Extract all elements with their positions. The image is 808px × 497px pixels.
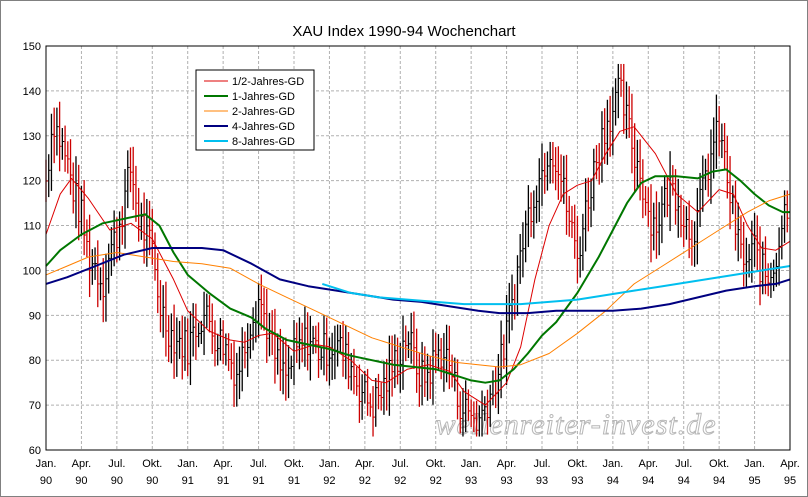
x-axis: Jan. 90 Apr. 90 Jul. 90 Okt. 90 Jan. 91 Apr. 91 Jul.… [36, 458, 800, 487]
x-tick-year: 94 [713, 475, 725, 487]
x-tick-month: Apr. [72, 458, 92, 470]
x-tick-year: 94 [678, 475, 690, 487]
x-tick-month: Jan. [744, 458, 765, 470]
x-tick-month: Okt. [426, 458, 446, 470]
x-tick-year: 93 [571, 475, 583, 487]
x-tick-year: 90 [111, 475, 123, 487]
series-line-2 [45, 193, 791, 368]
x-tick-month: Jul. [392, 458, 409, 470]
chart-title: XAU Index 1990-94 Wochenchart [292, 23, 516, 40]
y-tick-label: 70 [29, 400, 41, 412]
x-tick-month: Jul. [675, 458, 692, 470]
x-tick-month: Jan. [36, 458, 57, 470]
plot-area-border [45, 45, 791, 451]
y-tick-label: 60 [29, 445, 41, 457]
x-tick-month: Jan. [177, 458, 198, 470]
x-tick-month: Okt. [567, 458, 587, 470]
x-tick-month: Okt. [142, 458, 162, 470]
x-tick-year: 90 [40, 475, 52, 487]
y-tick-label: 150 [23, 41, 41, 53]
x-tick-year: 91 [252, 475, 264, 487]
x-tick-month: Apr. [213, 458, 233, 470]
x-tick-year: 94 [642, 475, 654, 487]
price-bars [45, 63, 790, 437]
x-tick-year: 92 [323, 475, 335, 487]
series-line-4 [321, 265, 791, 306]
series-line-0 [45, 126, 791, 406]
x-tick-year: 92 [430, 475, 442, 487]
legend-label: 2-Jahres-GD [232, 106, 295, 118]
y-axis: 60 70 80 90 100 110 120 130 140 150 [23, 41, 41, 457]
legend: 1/2-Jahres-GD 1-Jahres-GD 2-Jahres-GD 4-Jah… [195, 69, 315, 151]
x-tick-year: 91 [217, 475, 229, 487]
x-tick-year: 90 [146, 475, 158, 487]
x-tick-year: 94 [607, 475, 619, 487]
y-tick-label: 140 [23, 86, 41, 98]
x-tick-month: Okt. [284, 458, 304, 470]
legend-label: 1-Jahres-GD [232, 91, 295, 103]
svg-text:wellenreiter-invest.de: wellenreiter-invest.de [435, 408, 716, 441]
x-tick-month: Apr. [497, 458, 517, 470]
x-tick-year: 95 [748, 475, 760, 487]
x-tick-year: 91 [182, 475, 194, 487]
x-tick-year: 90 [75, 475, 87, 487]
x-tick-year: 91 [288, 475, 300, 487]
legend-box [195, 69, 315, 151]
moving-averages [45, 126, 791, 406]
x-tick-year: 92 [359, 475, 371, 487]
legend-label: 8-Jahres-GD [232, 136, 295, 148]
y-tick-label: 110 [23, 221, 41, 233]
x-tick-year: 93 [465, 475, 477, 487]
y-tick-label: 80 [29, 355, 41, 367]
series-line-3 [45, 247, 791, 315]
y-tick-label: 120 [23, 176, 41, 188]
x-tick-month: Apr. [355, 458, 375, 470]
watermark: wellenreiter-invest.de [435, 408, 716, 442]
legend-label: 1/2-Jahres-GD [232, 76, 304, 88]
x-tick-month: Jan. [602, 458, 623, 470]
series-line-1 [45, 168, 790, 384]
x-tick-year: 92 [394, 475, 406, 487]
x-tick-month: Jan. [319, 458, 340, 470]
x-tick-month: Okt. [709, 458, 729, 470]
y-tick-label: 130 [23, 131, 41, 143]
y-tick-label: 90 [29, 310, 41, 322]
x-tick-month: Apr. [780, 458, 800, 470]
y-tick-label: 100 [23, 265, 41, 277]
x-tick-year: 95 [784, 475, 796, 487]
x-tick-month: Apr. [638, 458, 658, 470]
x-tick-year: 93 [500, 475, 512, 487]
x-tick-month: Jul. [108, 458, 125, 470]
x-tick-month: Jul. [533, 458, 550, 470]
x-tick-year: 93 [536, 475, 548, 487]
x-tick-month: Jul. [250, 458, 267, 470]
x-tick-month: Jan. [461, 458, 482, 470]
legend-label: 4-Jahres-GD [232, 121, 295, 133]
